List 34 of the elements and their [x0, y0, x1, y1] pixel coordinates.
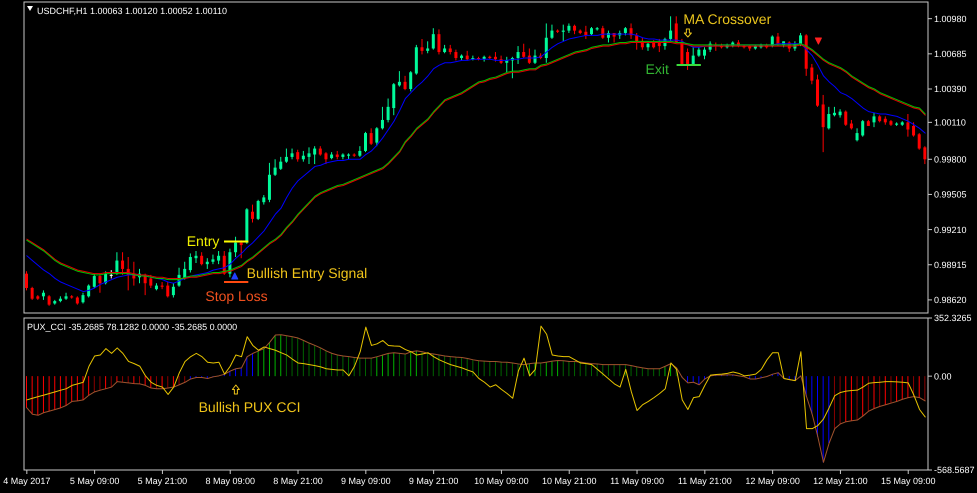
- y-tick-label: 0.99210: [934, 224, 967, 235]
- y-tick-label: 352.3265: [934, 313, 972, 324]
- text: USDCHF,H1 1.00063 1.00120 1.00052 1.00110: [37, 6, 227, 16]
- y-tick-label: 1.00110: [934, 118, 966, 128]
- x-tick-label: 12 May 09:00: [745, 476, 800, 486]
- y-tick-label: 0.98915: [934, 260, 967, 270]
- y-tick-label: 1.00390: [934, 84, 967, 94]
- x-tick-label: 9 May 09:00: [341, 476, 391, 486]
- annotation: Bullish PUX CCI: [198, 399, 301, 415]
- x-tick-label: 5 May 09:00: [70, 476, 120, 486]
- x-tick-label: 10 May 21:00: [542, 476, 596, 486]
- y-tick-label: 1.00685: [934, 49, 967, 60]
- x-tick-label: 8 May 21:00: [273, 476, 323, 486]
- x-tick-label: 5 May 21:00: [138, 476, 188, 486]
- x-tick-label: 8 May 09:00: [205, 476, 255, 486]
- x-tick-label: 4 May 2017: [3, 476, 50, 486]
- annotation: Bullish Entry Signal: [246, 265, 368, 281]
- annotation: Stop Loss: [205, 288, 268, 304]
- chart-title: PUX_CCI -35.2685 78.1282 0.0000 -35.2685 0.0000: [27, 322, 238, 332]
- annotation: Entry: [186, 233, 220, 249]
- annotation: Exit: [646, 61, 669, 77]
- y-tick-label: 0.99505: [934, 190, 967, 200]
- x-tick-label: 15 May 09:00: [880, 476, 936, 486]
- x-tick-label: 10 May 09:00: [474, 476, 529, 486]
- y-tick-label: 0.98620: [934, 295, 967, 306]
- y-tick-label: 0.99800: [934, 154, 967, 164]
- x-tick-label: 11 May 21:00: [678, 476, 732, 486]
- x-tick-label: 12 May 21:00: [813, 476, 868, 486]
- y-tick-label: 0.00: [934, 371, 952, 382]
- y-tick-label: -568.5687: [934, 465, 975, 476]
- x-tick-label: 11 May 09:00: [610, 476, 664, 486]
- y-tick-label: 1.00980: [934, 14, 967, 24]
- x-tick-label: 9 May 21:00: [408, 476, 458, 486]
- annotation: MA Crossover: [683, 11, 772, 27]
